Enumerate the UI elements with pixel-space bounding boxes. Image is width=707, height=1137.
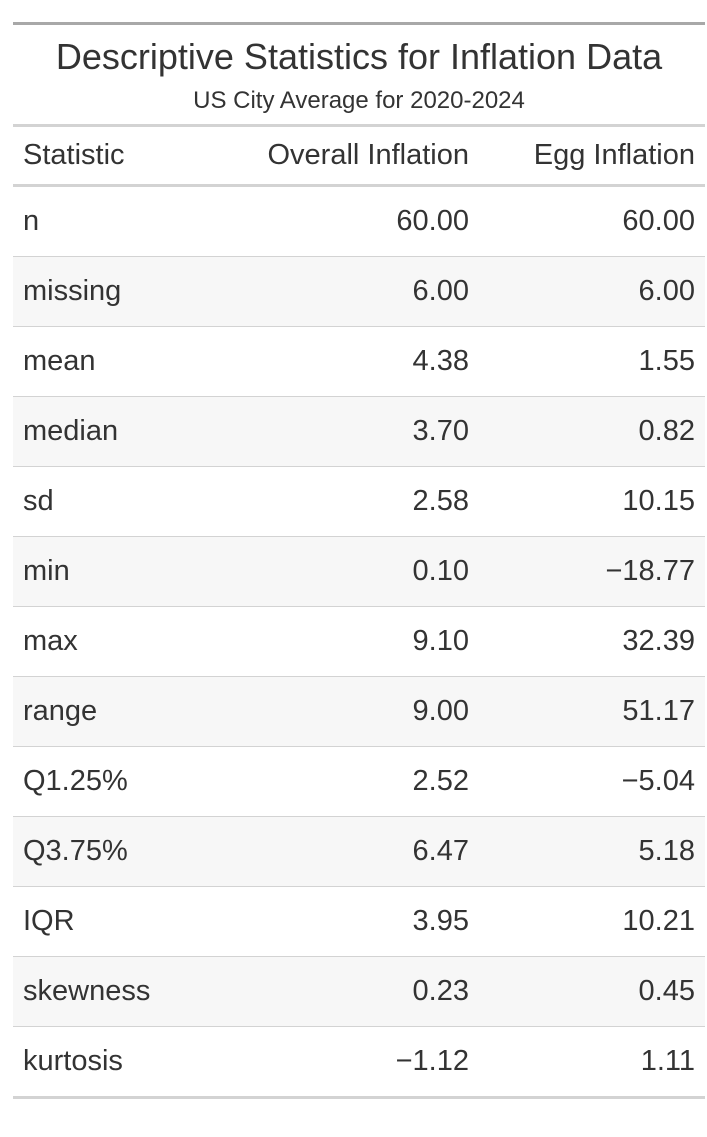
cell-overall-inflation: 0.23 [412,975,469,1007]
cell-statistic: n [23,205,40,237]
cell-egg-inflation: 0.82 [638,415,695,447]
cell-egg-inflation: 10.15 [622,485,695,517]
cell-statistic: min [23,555,70,587]
cell-egg-inflation: 1.11 [640,1045,695,1077]
column-header-overall-inflation: Overall Inflation [267,139,470,171]
table-row: n 60.00 60.00 [13,187,705,257]
stats-table: Descriptive Statistics for Inflation Dat… [13,22,705,1099]
header-bottom-rule [13,184,705,187]
cell-statistic: median [23,415,119,447]
cell-statistic: Q3.75% [23,835,128,867]
table-row: skewness 0.23 0.45 [13,957,705,1027]
table-row: sd 2.58 10.15 [13,467,705,537]
cell-egg-inflation: 6.00 [638,275,695,307]
cell-egg-inflation: 10.21 [622,905,695,937]
cell-egg-inflation: 5.18 [638,835,695,867]
cell-overall-inflation: 6.00 [412,275,469,307]
cell-overall-inflation: 9.00 [412,695,469,727]
table-row: mean 4.38 1.55 [13,327,705,397]
cell-statistic: Q1.25% [23,765,128,797]
cell-statistic: range [23,695,98,727]
table-body: n 60.00 60.00 missing 6.00 6.00 mean 4.38 1.55 me… [13,187,705,1099]
table-row: Q1.25% 2.52 −5.04 [13,747,705,817]
table-subtitle: US City Average for 2020-2024 [193,87,525,114]
cell-overall-inflation: 2.58 [412,485,469,517]
cell-egg-inflation: −5.04 [621,765,695,797]
cell-overall-inflation: 3.95 [412,905,469,937]
table-row: range 9.00 51.17 [13,677,705,747]
cell-overall-inflation: 0.10 [412,555,469,587]
table-title: Descriptive Statistics for Inflation Dat… [55,36,663,77]
cell-statistic: missing [23,275,122,307]
cell-overall-inflation: 60.00 [396,205,469,237]
header-top-rule [13,124,705,127]
table-row: min 0.10 −18.77 [13,537,705,607]
cell-overall-inflation: 2.52 [412,765,469,797]
cell-egg-inflation: 60.00 [622,205,695,237]
table-row: Q3.75% 6.47 5.18 [13,817,705,887]
top-rule [13,22,705,25]
table-row: kurtosis −1.12 1.11 [13,1027,705,1099]
cell-overall-inflation: 3.70 [412,415,469,447]
cell-egg-inflation: 1.55 [638,345,695,377]
column-header-statistic: Statistic [23,139,125,171]
cell-statistic: IQR [23,905,75,937]
table-row: missing 6.00 6.00 [13,257,705,327]
column-header-egg-inflation: Egg Inflation [533,139,695,171]
cell-overall-inflation: 6.47 [412,835,469,867]
cell-overall-inflation: −1.12 [395,1045,469,1077]
table-row: median 3.70 0.82 [13,397,705,467]
cell-statistic: sd [23,485,54,517]
cell-statistic: mean [23,345,96,377]
cell-statistic: kurtosis [23,1045,123,1077]
cell-egg-inflation: 51.17 [622,695,695,727]
cell-overall-inflation: 9.10 [412,625,469,657]
column-header-row: Statistic Overall Inflation Egg Inflatio… [13,127,705,184]
cell-statistic: max [23,625,78,657]
cell-egg-inflation: −18.77 [605,555,695,587]
cell-egg-inflation: 32.39 [622,625,695,657]
cell-overall-inflation: 4.38 [412,345,469,377]
cell-statistic: skewness [23,975,151,1007]
table-row: max 9.10 32.39 [13,607,705,677]
table-row: IQR 3.95 10.21 [13,887,705,957]
cell-egg-inflation: 0.45 [638,975,695,1007]
